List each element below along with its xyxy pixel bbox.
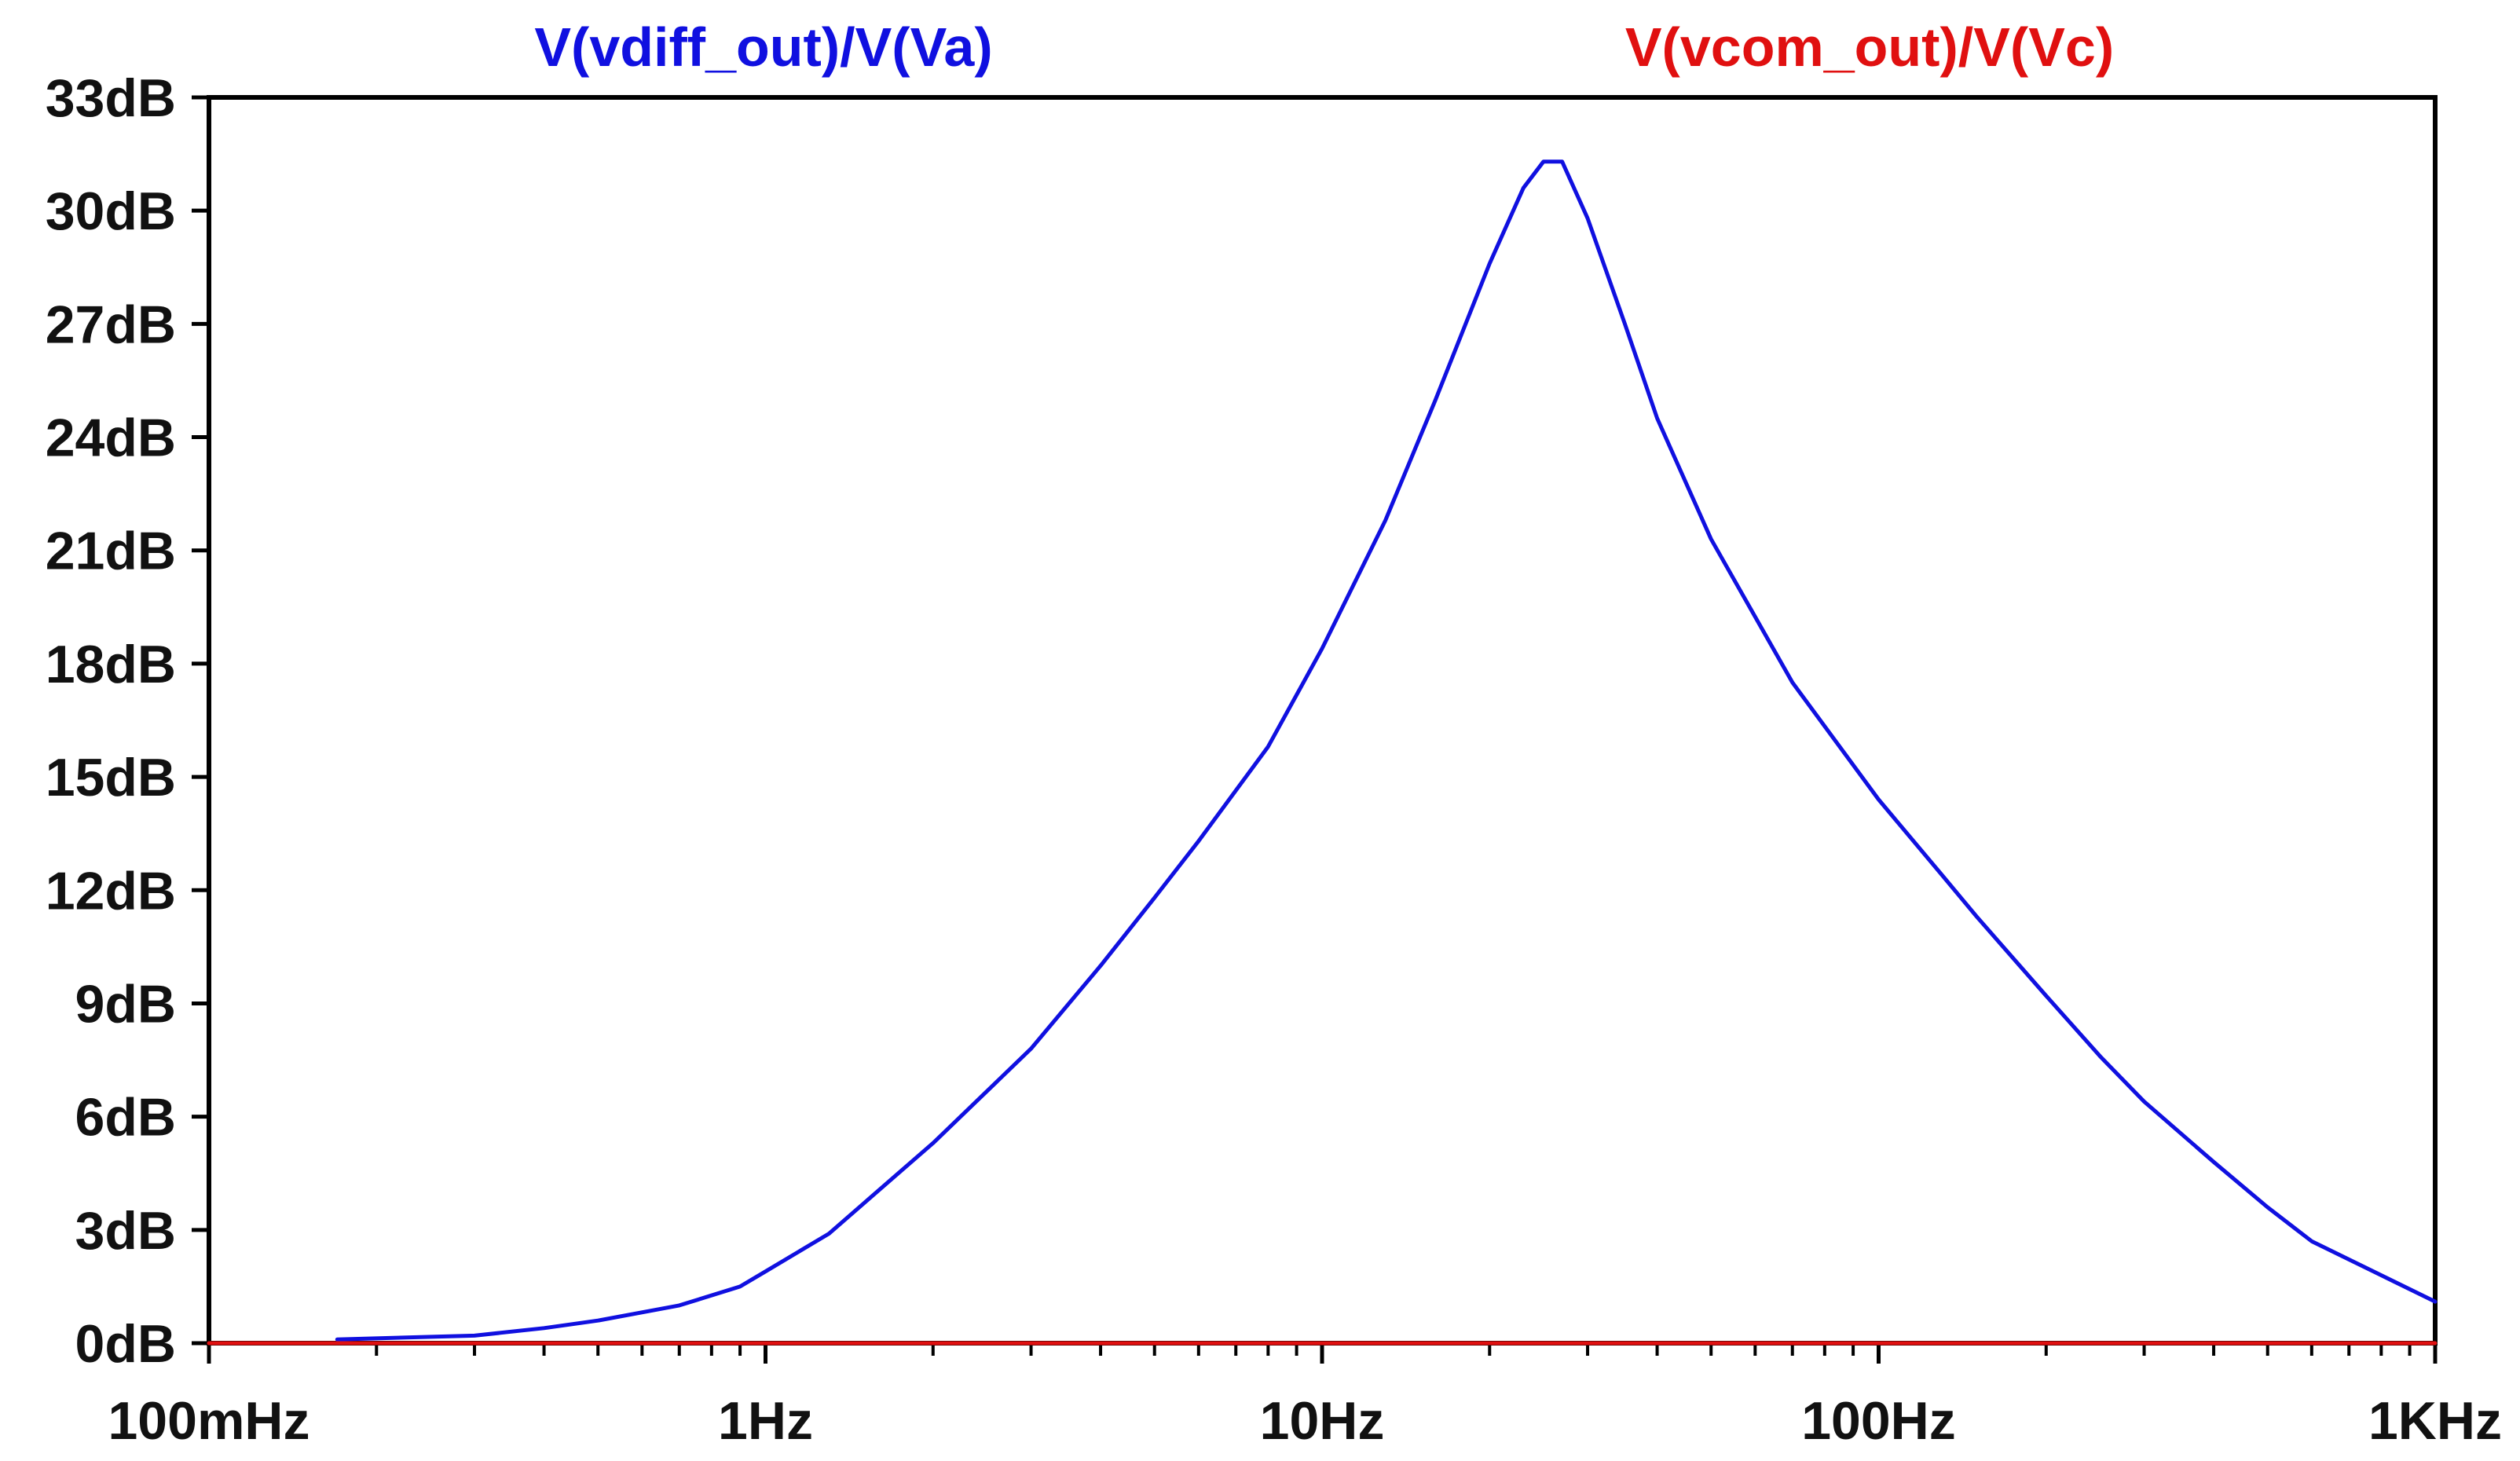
x-tick-label: 1KHz — [2368, 1391, 2502, 1451]
y-tick-label: 27dB — [46, 295, 176, 354]
y-tick-label: 24dB — [46, 408, 176, 468]
y-tick-label: 30dB — [46, 181, 176, 241]
y-axis-ticks: 0dB 3dB 6dB 9dB 12dB 15dB 18dB 21dB 24dB 27dB 30dB… — [46, 68, 209, 1374]
y-tick-label: 21dB — [46, 522, 176, 581]
y-tick-label: 15dB — [46, 748, 176, 807]
x-tick-label: 10Hz — [1260, 1391, 1385, 1451]
legend-label-vcom: V(vcom_out)/V(Vc) — [1625, 16, 2114, 78]
x-axis-ticks: 100mHz 1Hz 10Hz 100Hz 1KHz — [108, 1343, 2502, 1451]
series-layer — [207, 159, 2438, 1346]
y-tick-label: 9dB — [75, 974, 176, 1034]
y-tick-label: 33dB — [46, 68, 176, 128]
series-line-vdiff — [335, 159, 2438, 1342]
y-tick-label: 18dB — [46, 635, 176, 694]
x-tick-label: 100mHz — [108, 1391, 310, 1451]
x-tick-label: 1Hz — [718, 1391, 813, 1451]
y-tick-label: 12dB — [46, 861, 176, 921]
y-tick-label: 0dB — [75, 1314, 176, 1374]
y-tick-label: 6dB — [75, 1088, 176, 1148]
x-tick-label: 100Hz — [1801, 1391, 1956, 1451]
y-tick-label: 3dB — [75, 1201, 176, 1261]
plot-frame — [207, 95, 2438, 1346]
legend-label-vdiff: V(vdiff_out)/V(Va) — [534, 16, 992, 78]
